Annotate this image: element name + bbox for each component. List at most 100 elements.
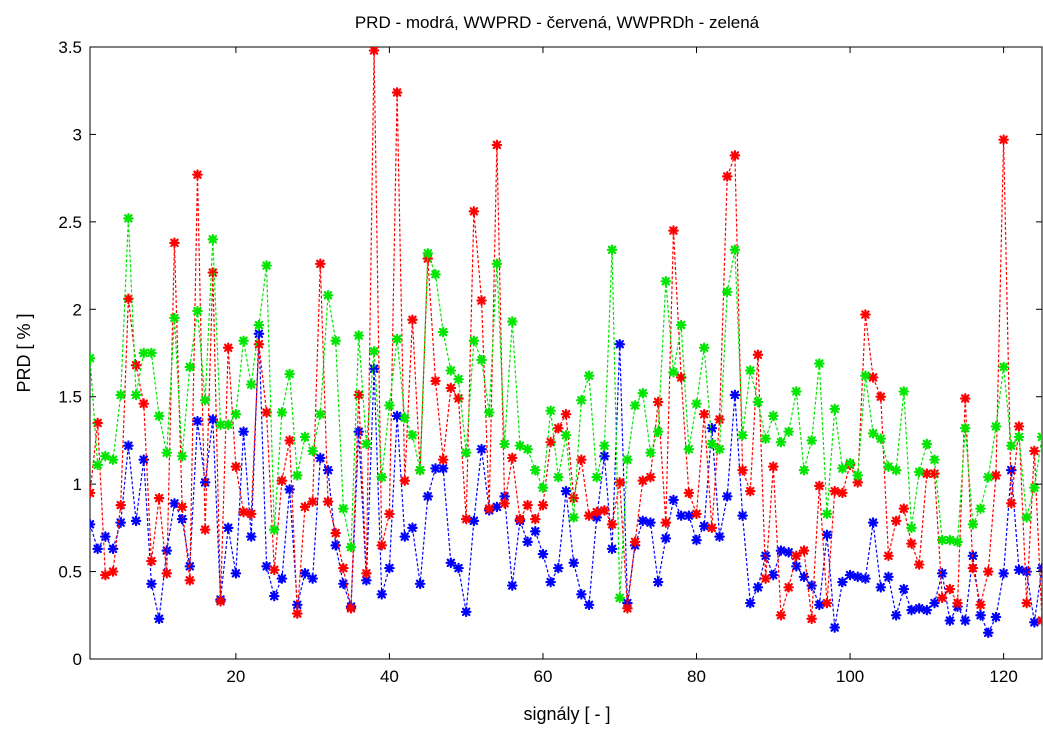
data-point: [553, 471, 564, 483]
data-point: [199, 477, 211, 488]
data-point: [660, 276, 672, 287]
data-point: [253, 319, 265, 331]
data-point: [952, 536, 963, 548]
data-point: [982, 627, 994, 639]
y-tick-label: 0.5: [58, 563, 82, 582]
data-point: [599, 450, 610, 462]
data-point: [637, 475, 649, 486]
data-point: [476, 295, 487, 306]
data-point: [791, 386, 802, 397]
x-tick-label: 100: [836, 667, 864, 686]
data-point: [376, 540, 388, 551]
data-point: [1005, 464, 1017, 476]
data-point: [775, 436, 787, 448]
data-point: [261, 260, 272, 271]
data-point: [898, 386, 910, 397]
data-point: [169, 312, 180, 324]
data-point: [606, 543, 618, 555]
data-point: [315, 408, 326, 420]
data-point: [583, 370, 595, 382]
data-point: [721, 491, 733, 502]
data-point: [176, 450, 188, 462]
data-point: [176, 513, 188, 525]
data-point: [537, 499, 549, 511]
data-point: [890, 515, 902, 527]
data-point: [867, 428, 879, 439]
data-point: [92, 417, 103, 429]
data-point: [645, 517, 656, 528]
data-point: [261, 407, 272, 418]
data-point: [153, 492, 165, 504]
data-point: [514, 440, 526, 451]
data-point: [752, 396, 764, 408]
data-point: [560, 485, 572, 497]
data-point: [737, 429, 748, 441]
data-point: [361, 438, 372, 450]
data-point: [806, 613, 817, 625]
data-point: [146, 555, 157, 567]
data-point: [829, 485, 841, 497]
data-point: [898, 583, 910, 595]
data-point: [668, 225, 679, 236]
data-point: [767, 461, 779, 472]
data-point: [829, 622, 841, 633]
data-point: [115, 517, 127, 528]
data-point: [852, 470, 864, 481]
data-point: [245, 379, 257, 390]
data-point: [744, 365, 756, 376]
data-point: [483, 407, 495, 418]
data-point: [123, 293, 134, 305]
data-point: [238, 426, 249, 437]
data-point: [806, 435, 817, 446]
data-point: [959, 615, 971, 626]
data-point: [791, 561, 802, 572]
data-point: [990, 611, 1002, 623]
data-point: [138, 454, 150, 465]
data-point: [622, 602, 633, 614]
data-point: [199, 524, 211, 535]
data-point: [975, 599, 986, 611]
data-point: [576, 589, 587, 600]
data-point: [545, 405, 556, 417]
data-point: [322, 496, 334, 507]
data-point: [376, 589, 388, 600]
data-point: [1005, 498, 1017, 509]
data-point: [107, 566, 119, 577]
data-point: [268, 524, 280, 535]
data-point: [875, 582, 887, 593]
data-point: [629, 400, 641, 411]
data-point: [522, 499, 533, 511]
data-point: [675, 372, 687, 383]
data-point: [169, 498, 180, 509]
data-point: [222, 342, 234, 354]
data-point: [706, 522, 718, 534]
data-point: [844, 569, 856, 581]
data-point: [998, 361, 1009, 373]
data-point: [514, 513, 526, 525]
data-point: [153, 410, 165, 422]
data-point: [315, 452, 326, 464]
x-tick-label: 120: [989, 667, 1017, 686]
data-point: [875, 433, 887, 444]
x-tick-label: 60: [534, 667, 553, 686]
data-point: [238, 506, 249, 518]
data-point: [1005, 440, 1017, 451]
data-point: [299, 501, 311, 513]
data-point: [837, 487, 848, 499]
data-point: [476, 354, 487, 366]
data-point: [391, 87, 403, 98]
data-point: [192, 415, 203, 427]
data-point: [522, 443, 533, 455]
data-point: [714, 531, 725, 542]
data-point: [553, 562, 564, 574]
data-point: [944, 583, 956, 595]
data-point: [860, 309, 871, 320]
data-point: [376, 471, 388, 483]
data-point: [338, 503, 349, 514]
data-point: [368, 47, 380, 56]
data-point: [529, 513, 541, 525]
data-point: [890, 609, 902, 621]
data-point: [437, 463, 449, 474]
data-point: [460, 513, 472, 525]
data-point: [645, 471, 656, 483]
